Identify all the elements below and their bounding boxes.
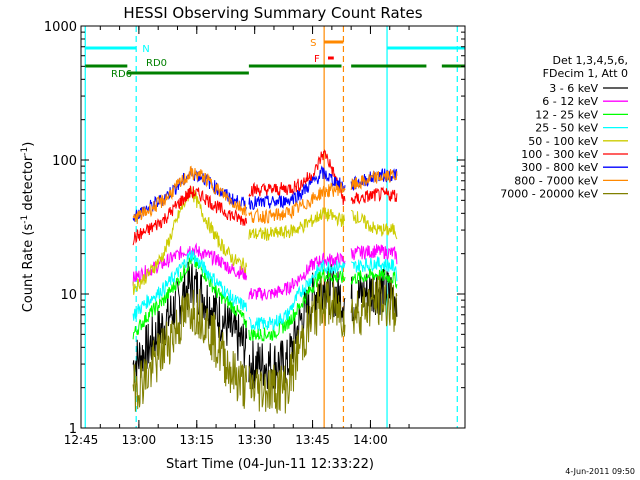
x-axis-label: Start Time (04-Jun-11 12:33:22)	[166, 457, 374, 472]
flag-label-4: RD6	[111, 69, 132, 80]
y-tick-label-3: 1000	[44, 20, 77, 35]
series-line-3	[132, 249, 398, 331]
legend-entry-label-0: 3 - 6 keV	[549, 82, 598, 95]
y-axis-label-mid: detector	[21, 155, 36, 215]
y-axis-label: Count Rate (s-1 detector-1)	[20, 142, 36, 313]
legend-entry-label-7: 800 - 7000 keV	[514, 174, 598, 187]
legend-entry-label-5: 100 - 300 keV	[521, 148, 598, 161]
flag-label-2: F	[314, 54, 320, 65]
legend-entry-label-3: 25 - 50 keV	[535, 122, 598, 135]
legend: Det 1,3,4,5,6,FDecim 1, Att 0 3 - 6 keV6 …	[500, 54, 628, 201]
legend-header-1: FDecim 1, Att 0	[543, 67, 628, 80]
x-tick-label-2: 13:15	[179, 433, 214, 447]
flag-label-3: RD0	[146, 58, 167, 69]
legend-entry-label-6: 300 - 800 keV	[521, 161, 598, 174]
series-line-4	[132, 186, 398, 295]
series-line-1	[132, 242, 398, 301]
y-axis-label-sup2: -1	[20, 147, 30, 156]
x-tick-label-1: 13:00	[122, 433, 157, 447]
y-axis-label-sup1: -1	[20, 215, 30, 224]
timestamp: 4-Jun-2011 09:50	[565, 467, 635, 476]
legend-entry-label-4: 50 - 100 keV	[528, 135, 598, 148]
y-tick-label-0: 1	[69, 422, 77, 437]
legend-entry-label-2: 12 - 25 keV	[535, 108, 598, 121]
flag-label-1: S	[310, 38, 316, 49]
series-line-8	[132, 275, 398, 414]
plot-frame	[80, 25, 466, 429]
chart-title: HESSI Observing Summary Count Rates	[123, 4, 422, 22]
legend-entry-label-8: 7000 - 20000 keV	[500, 188, 598, 201]
series-line-5	[132, 149, 398, 246]
y-axis-label-end: )	[21, 142, 36, 147]
legend-entry-label-1: 6 - 12 keV	[542, 95, 598, 108]
x-tick-label-4: 13:45	[295, 433, 330, 447]
y-tick-label-2: 100	[52, 154, 77, 169]
y-tick-label-1: 10	[60, 288, 77, 303]
series-line-7	[132, 165, 398, 225]
x-tick-label-5: 14:00	[353, 433, 388, 447]
x-tick-label-3: 13:30	[237, 433, 272, 447]
x-tick-label-0: 12:45	[64, 433, 99, 447]
legend-header-0: Det 1,3,4,5,6,	[552, 54, 628, 67]
y-axis-label-main: Count Rate (s	[21, 224, 36, 313]
series-line-2	[132, 254, 398, 342]
flag-label-0: N	[142, 44, 149, 55]
